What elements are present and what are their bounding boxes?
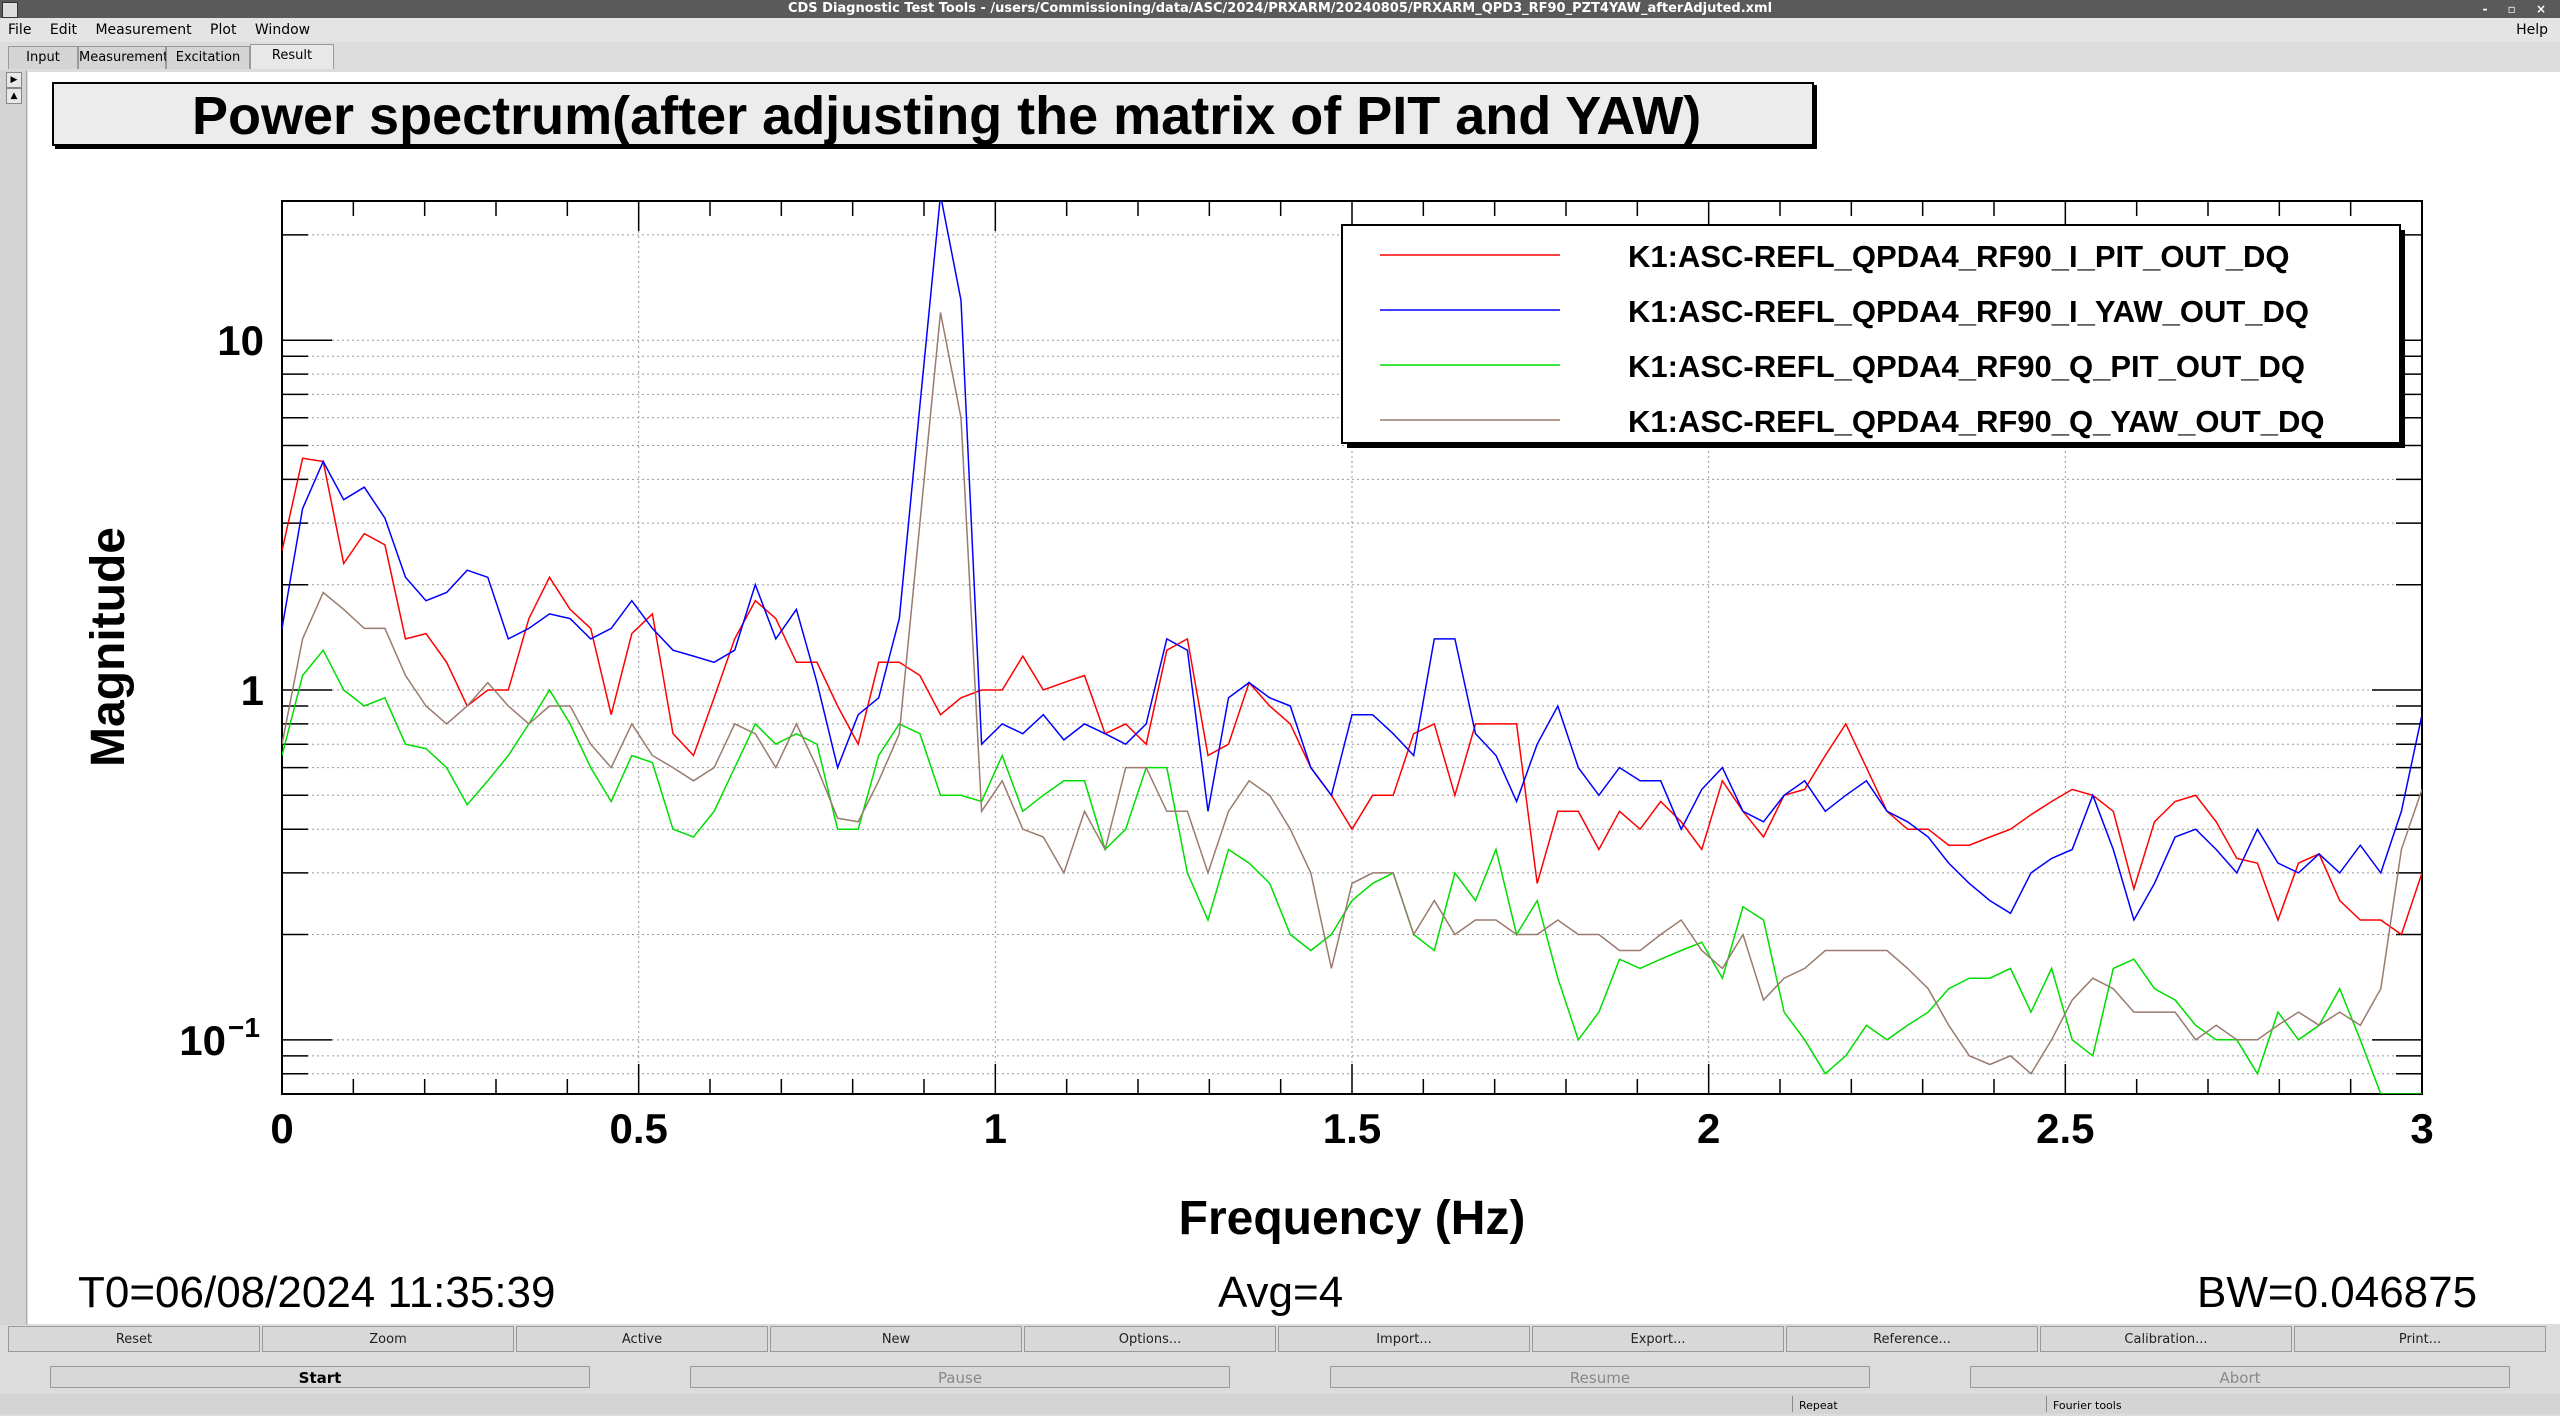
- y-tick-exponent: −1: [228, 1012, 260, 1043]
- y-axis-label: Magnitude: [82, 527, 135, 767]
- status-bar: Repeat Fourier tools: [0, 1394, 2560, 1414]
- tab-bar: Input Measurement Excitation Result: [0, 44, 2560, 69]
- resume-button[interactable]: Resume: [1330, 1366, 1870, 1388]
- menu-help[interactable]: Help: [2516, 22, 2548, 38]
- x-tick-label: 3: [2410, 1105, 2433, 1152]
- legend-box: [1341, 224, 2401, 444]
- tab-measurement[interactable]: Measurement: [78, 46, 168, 69]
- tab-excitation[interactable]: Excitation: [166, 46, 250, 69]
- options-button[interactable]: Options...: [1024, 1326, 1276, 1352]
- series-line-1: [282, 201, 2422, 922]
- active-button[interactable]: Active: [516, 1326, 768, 1352]
- legend-entry-3: K1:ASC-REFL_QPDA4_RF90_Q_YAW_OUT_DQ: [1628, 404, 2325, 439]
- tab-result[interactable]: Result: [250, 44, 334, 69]
- x-axis-label: Frequency (Hz): [1179, 1192, 1526, 1245]
- y-tick-label: 1: [241, 667, 264, 714]
- window-controls[interactable]: - ▫ ×: [2482, 2, 2554, 16]
- import-button[interactable]: Import...: [1278, 1326, 1530, 1352]
- reset-button[interactable]: Reset: [8, 1326, 260, 1352]
- y-tick-label: 10: [179, 1017, 226, 1064]
- zoom-button[interactable]: Zoom: [262, 1326, 514, 1352]
- legend-entry-2: K1:ASC-REFL_QPDA4_RF90_Q_PIT_OUT_DQ: [1628, 349, 2305, 384]
- print-button[interactable]: Print...: [2294, 1326, 2546, 1352]
- calibration-button[interactable]: Calibration...: [2040, 1326, 2292, 1352]
- collapse-up-arrow-icon[interactable]: ▲: [6, 88, 22, 104]
- new-button[interactable]: New: [770, 1326, 1022, 1352]
- status-fourier-tools: Fourier tools: [2046, 1396, 2553, 1412]
- t0-label: T0=06/08/2024 11:35:39: [78, 1268, 556, 1317]
- bw-label: BW=0.046875: [2197, 1268, 2478, 1317]
- menu-file[interactable]: File: [8, 22, 32, 38]
- reference-button[interactable]: Reference...: [1786, 1326, 2038, 1352]
- avg-label: Avg=4: [1218, 1268, 1344, 1317]
- pause-button[interactable]: Pause: [690, 1366, 1230, 1388]
- series-line-3: [282, 312, 2422, 1075]
- menu-plot[interactable]: Plot: [210, 22, 237, 38]
- toolbar-row2: Start Pause Resume Abort: [0, 1364, 2560, 1394]
- plot-title: Power spectrum(after adjusting the matri…: [52, 82, 1814, 146]
- x-tick-label: 2: [1697, 1105, 1720, 1152]
- window-title: CDS Diagnostic Test Tools - /users/Commi…: [787, 1, 1773, 16]
- x-tick-label: 1.5: [1323, 1105, 1381, 1152]
- x-tick-label: 2.5: [2036, 1105, 2094, 1152]
- left-panel-strip: ▶ ▲: [0, 70, 27, 1325]
- series-line-0: [282, 457, 2422, 936]
- x-tick-label: 0: [270, 1105, 293, 1152]
- plot-frame: [281, 200, 2423, 1095]
- status-repeat: Repeat: [1792, 1396, 2049, 1412]
- expand-right-arrow-icon[interactable]: ▶: [6, 72, 22, 88]
- toolbar-row1: Reset Zoom Active New Options... Import... Exp…: [0, 1324, 2560, 1354]
- window-titlebar: CDS Diagnostic Test Tools - /users/Commi…: [0, 0, 2560, 18]
- menu-measurement[interactable]: Measurement: [95, 22, 192, 38]
- x-tick-label: 1: [984, 1105, 1007, 1152]
- menu-window[interactable]: Window: [254, 22, 311, 38]
- x-tick-label: 0.5: [609, 1105, 667, 1152]
- tab-input[interactable]: Input: [8, 46, 78, 69]
- window-menu-icon[interactable]: [2, 2, 18, 18]
- menu-bar: File Edit Measurement Plot Window Help: [0, 18, 2560, 42]
- y-tick-label: 10: [217, 317, 264, 364]
- start-button[interactable]: Start: [50, 1366, 590, 1388]
- abort-button[interactable]: Abort: [1970, 1366, 2510, 1388]
- series-line-2: [282, 648, 2422, 1094]
- menu-edit[interactable]: Edit: [49, 22, 78, 38]
- legend-entry-0: K1:ASC-REFL_QPDA4_RF90_I_PIT_OUT_DQ: [1628, 239, 2290, 274]
- export-button[interactable]: Export...: [1532, 1326, 1784, 1352]
- plot-panel: 0 0.5 1 1.5 2 2.5 3 10 −1 1 10 Frequency (Hz) Magnit…: [28, 72, 2560, 1324]
- legend-entry-1: K1:ASC-REFL_QPDA4_RF90_I_YAW_OUT_DQ: [1628, 294, 2309, 329]
